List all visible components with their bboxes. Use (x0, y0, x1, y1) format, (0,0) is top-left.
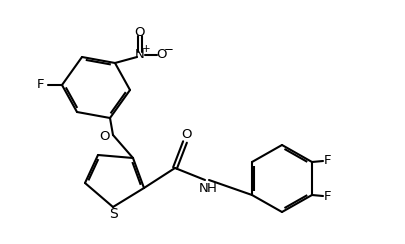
Text: O: O (100, 130, 110, 142)
Text: O: O (156, 49, 167, 61)
Text: N: N (198, 182, 208, 194)
Text: F: F (324, 191, 331, 203)
Text: F: F (324, 153, 331, 166)
Text: N: N (135, 49, 145, 61)
Text: S: S (109, 207, 118, 221)
Text: −: − (164, 43, 173, 57)
Text: +: + (141, 44, 150, 54)
Text: F: F (37, 79, 45, 92)
Text: O: O (181, 129, 192, 142)
Text: O: O (134, 26, 145, 39)
Text: H: H (207, 182, 216, 194)
